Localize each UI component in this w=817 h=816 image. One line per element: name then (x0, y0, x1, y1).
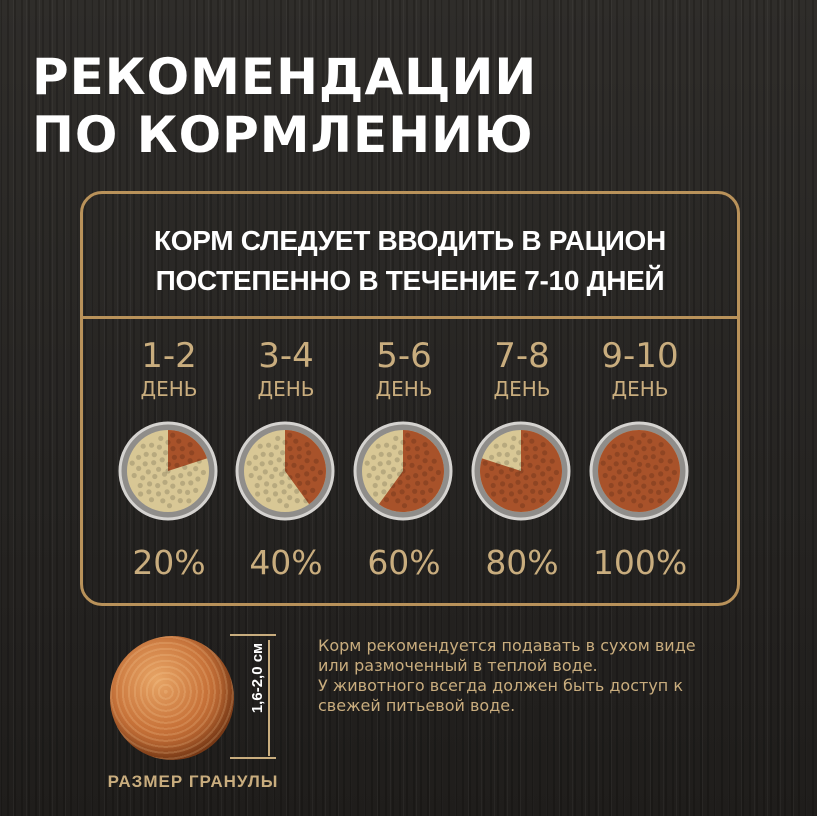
page-title: РЕКОМЕНДАЦИИ ПО КОРМЛЕНИЮ (32, 48, 537, 164)
food-bowl-icon (235, 421, 335, 521)
new-food-percent: 60% (367, 543, 441, 582)
new-food-percent: 20% (132, 543, 206, 582)
intro-line-1: КОРМ СЛЕДУЕТ ВВОДИТЬ В РАЦИОН (154, 225, 666, 256)
new-food-portion (598, 430, 680, 512)
granule-image (110, 636, 234, 760)
note-line-2: или размоченный в теплой воде. (318, 656, 598, 675)
day-label: ДЕНЬ (493, 377, 551, 401)
days-range: 1-2 (141, 336, 197, 376)
day-label: ДЕНЬ (611, 377, 669, 401)
new-food-percent: 100% (592, 543, 688, 582)
food-bowl-icon (589, 421, 689, 521)
new-food-percent: 40% (249, 543, 323, 582)
days-range: 5-6 (376, 336, 432, 376)
note-line-3: У животного всегда должен быть доступ к (318, 676, 684, 695)
food-bowl-icon (471, 421, 571, 521)
day-label: ДЕНЬ (257, 377, 315, 401)
granule-size-label: 1,6-2,0 см (249, 642, 266, 714)
intro-line-2: ПОСТЕПЕННО В ТЕЧЕНИЕ 7-10 ДНЕЙ (155, 265, 665, 296)
granule-caption: РАЗМЕР ГРАНУЛЫ (107, 772, 279, 791)
feeding-note: Корм рекомендуется подавать в сухом виде… (318, 636, 758, 716)
new-food-portion (285, 430, 327, 505)
food-bowl-icon (353, 421, 453, 521)
days-range: 3-4 (258, 336, 314, 376)
new-food-portion (480, 430, 563, 512)
dimension-tick-top (230, 634, 276, 636)
days-range: 9-10 (601, 336, 679, 376)
dimension-tick-bottom (230, 757, 276, 759)
feeding-schedule-frame: КОРМ СЛЕДУЕТ ВВОДИТЬ В РАЦИОН ПОСТЕПЕННО… (80, 191, 740, 606)
dimension-line (268, 640, 270, 756)
new-food-portion (168, 430, 207, 471)
day-label: ДЕНЬ (375, 377, 433, 401)
intro-text: КОРМ СЛЕДУЕТ ВВОДИТЬ В РАЦИОН ПОСТЕПЕННО… (83, 221, 737, 301)
new-food-portion (378, 430, 444, 512)
days-range: 7-8 (494, 336, 550, 376)
frame-divider (83, 316, 737, 319)
note-line-1: Корм рекомендуется подавать в сухом виде (318, 636, 696, 655)
food-bowl-icon (118, 421, 218, 521)
day-label: ДЕНЬ (140, 377, 198, 401)
note-line-4: свежей питьевой воде. (318, 696, 516, 715)
title-line-2: ПО КОРМЛЕНИЮ (32, 106, 534, 164)
title-line-1: РЕКОМЕНДАЦИИ (32, 48, 538, 106)
new-food-percent: 80% (485, 543, 559, 582)
